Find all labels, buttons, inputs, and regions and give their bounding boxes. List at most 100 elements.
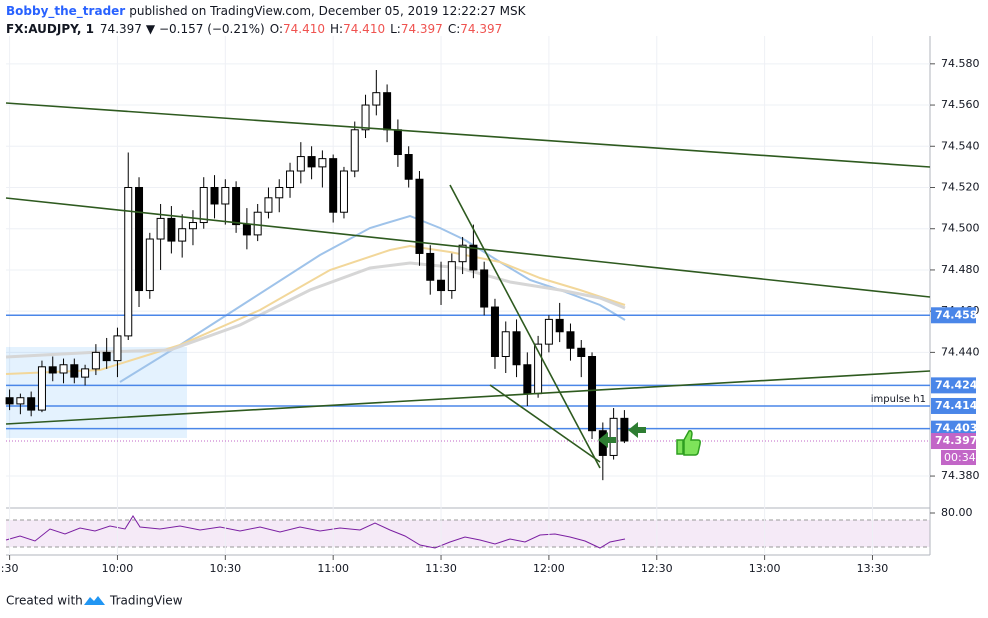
candle-body xyxy=(415,178,424,254)
candle-body xyxy=(27,397,36,411)
author[interactable]: Bobby_the_trader xyxy=(6,4,125,19)
trend-line[interactable] xyxy=(5,370,931,425)
candle-body xyxy=(577,347,586,358)
x-tick-label: 12:30 xyxy=(641,562,673,575)
level-tag xyxy=(931,377,976,394)
level-annotation: impulse h1 xyxy=(871,394,926,405)
levels: 74.458 74.424 74.414 74.403 impulse h1 74.397… xyxy=(6,307,978,466)
candle-body xyxy=(555,318,564,333)
ohlc-key: O: xyxy=(270,22,283,36)
grid: 74.38074.44074.46074.48074.50074.52074.5… xyxy=(6,36,980,555)
footer-created: Created with xyxy=(6,594,83,608)
symbol-line: FX:AUDJPY, 1 74.397 ▼ −0.157 (−0.21%) O:74.… xyxy=(6,22,502,36)
x-tick-label: 13:00 xyxy=(749,562,781,575)
trend-line[interactable] xyxy=(5,197,931,298)
candle-body xyxy=(135,186,144,292)
candle-body xyxy=(81,368,90,378)
candle-body xyxy=(5,397,14,405)
last: 74.397 xyxy=(100,22,142,36)
current-price-label: 74.397 xyxy=(935,434,977,447)
candle-body xyxy=(523,364,532,395)
arrow-icon xyxy=(598,432,616,448)
x-tick-label: 12:00 xyxy=(533,562,565,575)
x-tick-label: 10:30 xyxy=(209,562,241,575)
trend-line[interactable] xyxy=(5,102,931,168)
y-tick-label: 74.540 xyxy=(941,139,980,152)
level-label: 74.414 xyxy=(935,399,978,412)
candle-body xyxy=(339,170,348,213)
candle-body xyxy=(588,356,597,432)
candle-body xyxy=(404,154,413,180)
candle-body xyxy=(113,335,122,362)
level-tag xyxy=(931,397,976,414)
y-tick-label: 74.500 xyxy=(941,222,980,235)
level-label: 74.458 xyxy=(935,308,977,321)
candle-body xyxy=(350,129,359,172)
candle-body xyxy=(124,186,133,337)
candle-body xyxy=(102,351,111,362)
candle-body xyxy=(16,397,25,405)
trend-lines xyxy=(5,102,931,469)
candle-body xyxy=(242,224,251,236)
candle-body xyxy=(393,129,402,156)
ohlc-value: 74.410 xyxy=(283,22,325,36)
header-line: Bobby_the_trader published on TradingView… xyxy=(6,4,527,19)
ohlc-key: C: xyxy=(448,22,460,36)
ohlc-value: 74.410 xyxy=(343,22,385,36)
candle-body xyxy=(458,244,467,263)
candle-body xyxy=(70,364,79,378)
thumbs-up-icon xyxy=(676,430,701,456)
candle-body xyxy=(178,228,187,242)
footer-brand[interactable]: TradingView xyxy=(109,594,183,608)
x-axis: :30 10:00 10:30 11:00 11:30 12:00 12:30 13:00 13… xyxy=(1,555,888,575)
candles xyxy=(5,70,629,481)
candle-body xyxy=(609,417,618,456)
x-tick-label: 11:00 xyxy=(317,562,349,575)
candle-body xyxy=(286,170,295,188)
trend-line[interactable] xyxy=(489,384,601,463)
candle-body xyxy=(447,261,456,292)
rsi-band xyxy=(6,520,930,547)
candle-body xyxy=(512,331,521,366)
rsi-line xyxy=(5,515,626,549)
ohlc-value: 74.397 xyxy=(460,22,502,36)
candle-body xyxy=(318,158,327,168)
candle-body xyxy=(48,366,57,374)
candle-body xyxy=(469,244,478,271)
rsi-label: 80.00 xyxy=(941,506,973,519)
level-tag xyxy=(931,307,976,324)
candle-body xyxy=(156,217,165,240)
candle-body xyxy=(37,366,46,411)
candle-body xyxy=(188,222,197,230)
symbol: FX:AUDJPY, 1 xyxy=(6,22,94,36)
x-tick-label: :30 xyxy=(1,562,19,575)
countdown: 00:34 xyxy=(944,451,976,464)
trend-line[interactable] xyxy=(449,184,601,469)
candle-body xyxy=(480,269,489,308)
candle-body xyxy=(221,186,230,205)
candle-body xyxy=(383,92,392,131)
candle-body xyxy=(232,186,241,226)
candle-body xyxy=(199,186,208,224)
candle-body xyxy=(210,186,219,205)
candle-body xyxy=(372,92,381,106)
published: published on TradingView.com, December 0… xyxy=(129,4,526,18)
candle-body xyxy=(437,279,446,292)
candle-body xyxy=(361,104,370,131)
level-label: 74.403 xyxy=(935,422,977,435)
change: ▼ −0.157 (−0.21%) xyxy=(146,22,265,36)
candle-body xyxy=(426,252,435,281)
candle-body xyxy=(566,331,575,349)
level-label: 74.424 xyxy=(935,378,978,391)
candle-body xyxy=(91,351,100,370)
candle-body xyxy=(145,238,154,292)
ma-grey xyxy=(5,261,626,359)
y-tick-label: 74.580 xyxy=(941,57,980,70)
level-tag xyxy=(931,420,976,437)
candle-body xyxy=(620,417,629,442)
ohlc: O:74.410 H:74.410 L:74.397 C:74.397 xyxy=(270,22,503,36)
candle-body xyxy=(59,364,68,374)
arrow-icon xyxy=(628,422,646,438)
candle-body xyxy=(490,306,499,358)
